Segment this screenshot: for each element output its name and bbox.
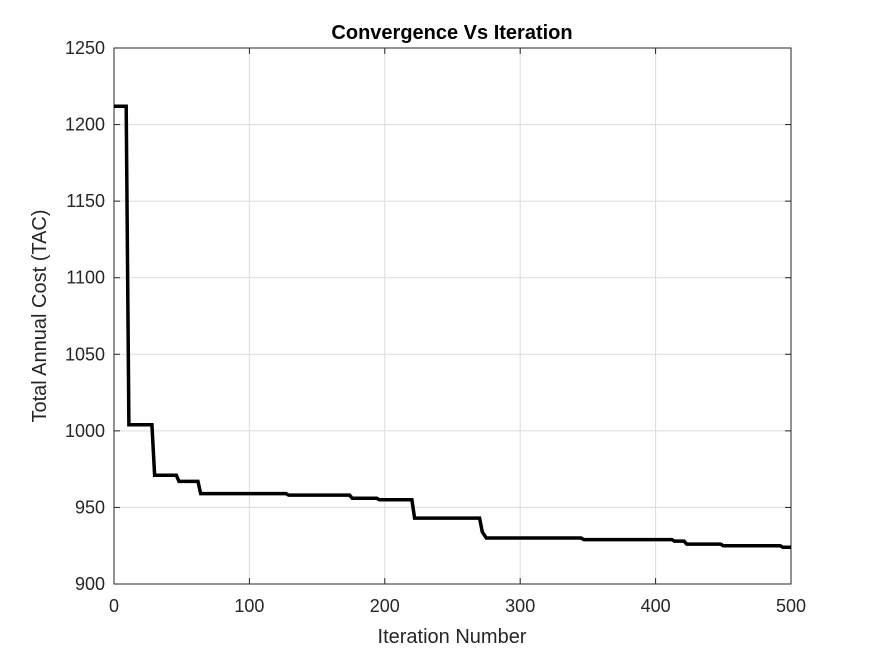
x-axis-label: Iteration Number	[378, 626, 527, 648]
x-tick-label: 0	[109, 596, 119, 616]
y-tick-label: 900	[75, 574, 105, 594]
y-tick-label: 1000	[65, 421, 105, 441]
chart-title: Convergence Vs Iteration	[331, 22, 572, 44]
y-tick-label: 1150	[66, 191, 105, 211]
x-tick-label: 200	[370, 596, 400, 616]
series-layer	[114, 104, 791, 549]
axis-ticks: 0 100 200 300 400 500 900 950 1000 1050 1100 1150 12…	[65, 38, 806, 616]
x-tick-label: 400	[641, 596, 671, 616]
x-tick-label: 300	[505, 596, 535, 616]
y-tick-label: 1050	[65, 344, 105, 364]
x-tick-label: 100	[234, 596, 264, 616]
convergence-line	[114, 104, 791, 549]
x-tick-label: 500	[776, 596, 806, 616]
y-tick-label: 950	[75, 497, 105, 517]
y-tick-label: 1200	[65, 115, 105, 135]
y-tick-label: 1250	[65, 38, 105, 58]
y-tick-label: 1100	[66, 268, 105, 288]
y-axis-label: Total Annual Cost (TAC)	[29, 209, 51, 422]
plot-area-frame	[113, 47, 792, 585]
